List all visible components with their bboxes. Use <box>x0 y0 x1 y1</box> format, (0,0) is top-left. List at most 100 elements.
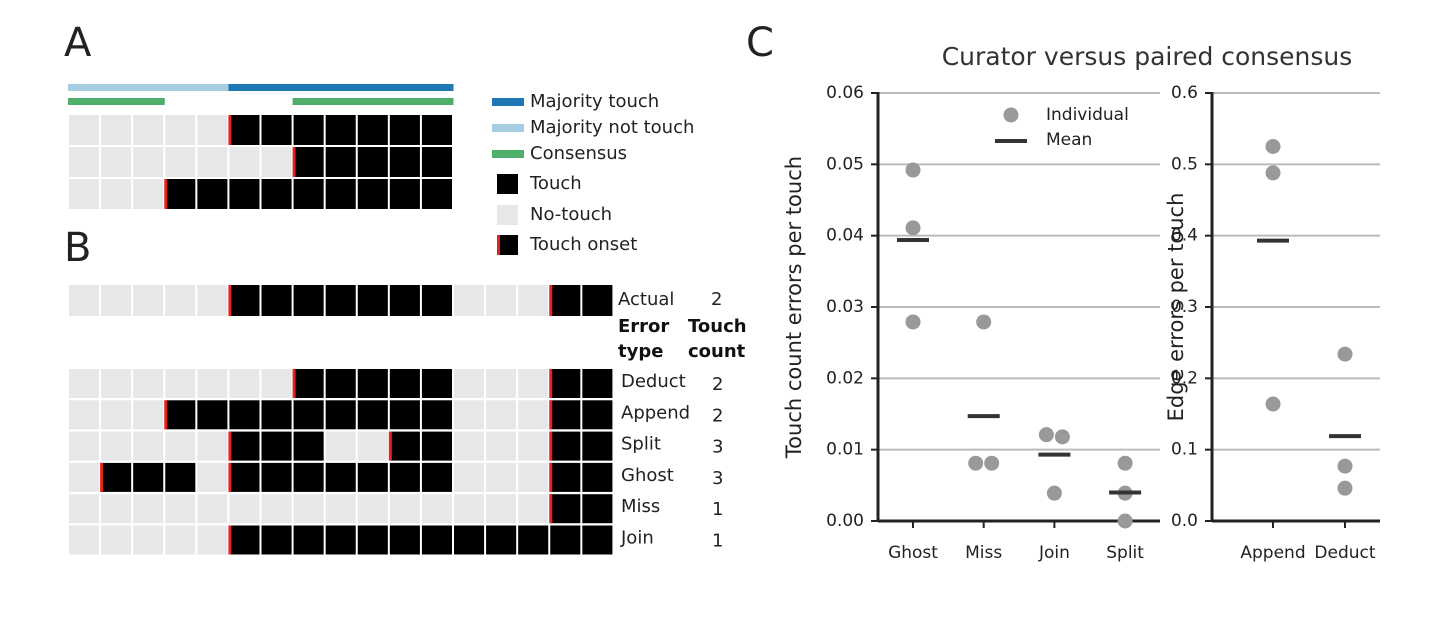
touch-onset <box>292 369 296 398</box>
consensus-bar <box>292 98 326 105</box>
no-touch-cell <box>133 400 164 430</box>
no-touch-cell <box>165 285 196 316</box>
no-touch-cell <box>325 494 356 524</box>
individual-point <box>968 455 984 471</box>
touch-cell <box>133 462 164 492</box>
touch-cell <box>421 147 452 177</box>
touch-cell <box>293 179 324 209</box>
touch-onset <box>228 115 232 145</box>
touch-cell <box>486 525 517 555</box>
no-touch-cell <box>165 494 196 524</box>
no-touch-cell <box>229 369 260 398</box>
no-touch-cell <box>197 147 228 177</box>
touch-cell <box>582 400 613 430</box>
no-touch-cell <box>165 369 196 398</box>
majority-bar <box>132 84 165 91</box>
majority-bar <box>228 84 261 91</box>
legend-label: Majority not touch <box>530 117 694 138</box>
no-touch-cell <box>454 462 485 492</box>
touch-count: 2 <box>712 374 723 395</box>
x-tick-label: Split <box>1106 543 1144 563</box>
touch-cell <box>550 525 581 555</box>
legend-swatch <box>497 174 518 194</box>
touch-cell <box>261 285 292 316</box>
legend-swatch <box>497 205 518 225</box>
no-touch-cell <box>69 494 100 524</box>
individual-point <box>1337 458 1353 474</box>
y-axis-label: Touch count errors per touch <box>782 156 806 459</box>
touch-cell <box>197 179 228 209</box>
legend-swatch <box>497 235 500 255</box>
touch-cell <box>229 431 260 461</box>
no-touch-cell <box>261 369 292 398</box>
majority-bar <box>164 84 197 91</box>
no-touch-cell <box>325 431 356 461</box>
y-tick-label: 0.06 <box>826 83 864 103</box>
legend-label: Mean <box>1046 130 1092 150</box>
touch-cell <box>229 525 260 555</box>
y-tick-label: 0.05 <box>826 154 864 174</box>
row-label: Append <box>621 402 690 423</box>
y-tick-label: 0.01 <box>826 440 864 460</box>
no-touch-cell <box>293 494 324 524</box>
no-touch-cell <box>101 115 132 145</box>
row-label: Join <box>620 528 654 549</box>
no-touch-cell <box>165 147 196 177</box>
touch-onset <box>549 285 553 316</box>
touch-count: 3 <box>712 437 723 458</box>
touch-cell <box>325 525 356 555</box>
touch-cell <box>229 179 260 209</box>
consensus-bar <box>100 98 133 105</box>
touch-cell <box>357 147 388 177</box>
individual-point <box>1054 429 1070 445</box>
no-touch-cell <box>454 400 485 430</box>
individual-point <box>1265 139 1281 154</box>
no-touch-cell <box>165 525 196 555</box>
touch-cell <box>261 179 292 209</box>
no-touch-cell <box>486 285 517 316</box>
majority-bar <box>420 84 454 91</box>
y-tick-label: 0.0 <box>1171 511 1198 531</box>
no-touch-cell <box>133 147 164 177</box>
touch-onset <box>228 431 232 461</box>
legend-label: Touch onset <box>529 234 637 255</box>
majority-bar <box>324 84 358 91</box>
chart-title: Curator versus paired consensus <box>942 42 1353 71</box>
individual-point <box>1265 396 1281 412</box>
legend-swatch <box>492 98 524 106</box>
touch-cell <box>550 400 581 430</box>
no-touch-cell <box>69 115 100 145</box>
no-touch-cell <box>133 369 164 398</box>
legend-label: Individual <box>1046 105 1129 125</box>
touch-cell <box>389 179 420 209</box>
touch-cell <box>357 179 388 209</box>
no-touch-cell <box>197 525 228 555</box>
no-touch-cell <box>69 147 100 177</box>
touch-cell <box>165 462 196 492</box>
touch-onset <box>228 285 232 316</box>
no-touch-cell <box>101 285 132 316</box>
touch-cell <box>454 525 485 555</box>
touch-cell <box>229 400 260 430</box>
y-axis-label: Edge errors per touch <box>1164 193 1188 422</box>
no-touch-cell <box>69 400 100 430</box>
consensus-bar <box>356 98 390 105</box>
touch-cell <box>582 525 613 555</box>
majority-bar <box>68 84 101 91</box>
no-touch-cell <box>69 462 100 492</box>
touch-onset <box>549 431 553 461</box>
x-tick-label: Join <box>1038 543 1070 563</box>
touch-cell <box>325 462 356 492</box>
panel-label: A <box>64 20 92 66</box>
touch-onset <box>549 400 553 430</box>
x-tick-label: Ghost <box>888 543 938 563</box>
no-touch-cell <box>454 494 485 524</box>
no-touch-cell <box>197 285 228 316</box>
touch-cell <box>421 369 452 398</box>
touch-cell <box>261 462 292 492</box>
no-touch-cell <box>389 494 420 524</box>
touch-cell <box>229 462 260 492</box>
touch-cell <box>229 115 260 145</box>
